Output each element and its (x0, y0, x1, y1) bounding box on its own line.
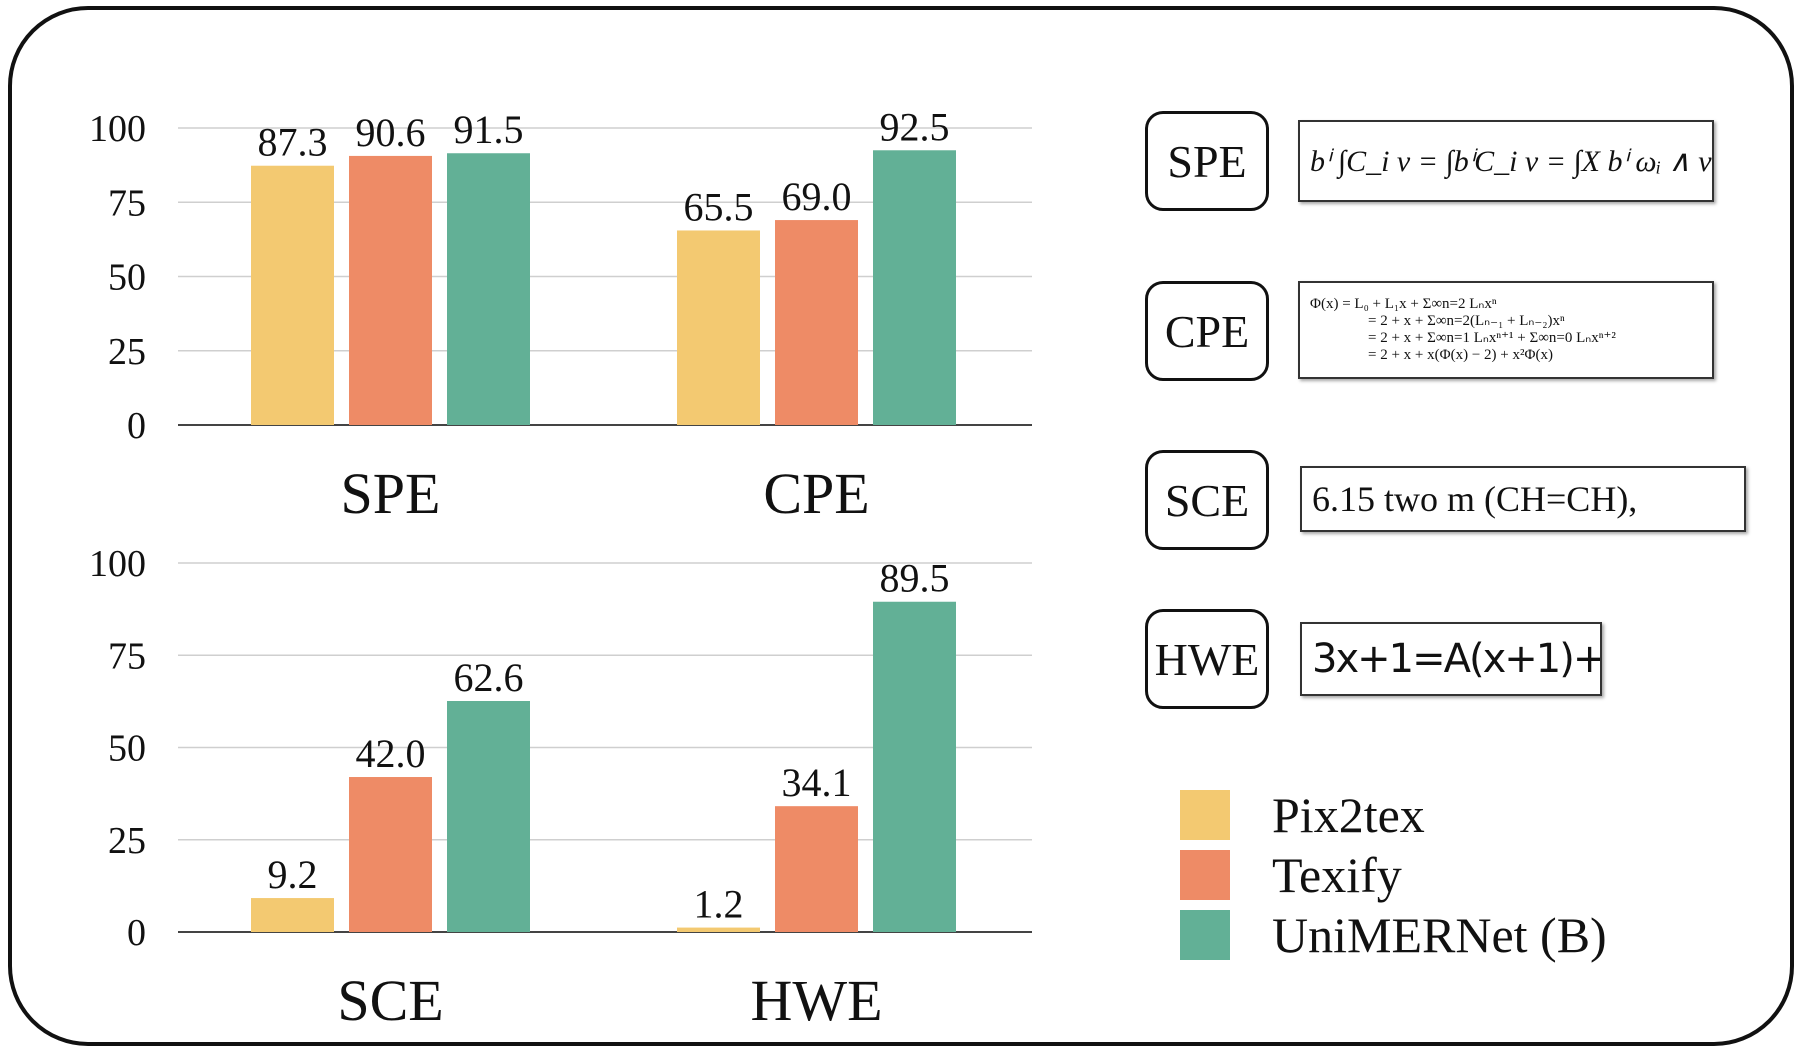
y-tick-label-row1-100: 100 (89, 108, 146, 150)
y-tick-label-row1-25: 25 (108, 331, 146, 373)
sample-image-spe: bⁱ ∫C_i ν = ∫bⁱC_i ν = ∫X bⁱ ωᵢ ∧ ν. (1298, 120, 1714, 202)
bar-spe-unimernet-b (447, 153, 530, 425)
category-label-spe: SPE (341, 461, 441, 526)
legend-swatch-texify (1180, 850, 1230, 900)
sample-tag-cpe: CPE (1145, 281, 1269, 381)
bar-sce-pix2tex (251, 898, 334, 932)
bar-hwe-unimernet-b (873, 601, 956, 932)
bar-hwe-texify (775, 806, 858, 932)
cpe-line-1: Φ(x) = L₀ + L₁x + Σ∞n=2 Lₙxⁿ (1310, 296, 1497, 312)
bar-cpe-pix2tex (677, 230, 760, 425)
bar-cpe-texify (775, 220, 858, 425)
bar-spe-texify (349, 155, 432, 425)
legend-item-texify: Texify (1180, 845, 1607, 905)
data-label-spe-pix2tex: 87.3 (258, 120, 328, 165)
legend-label-texify: Texify (1272, 847, 1402, 903)
category-label-hwe: HWE (750, 968, 882, 1033)
legend: Pix2tex Texify UniMERNet (B) (1180, 785, 1607, 965)
cpe-line-3: = 2 + x + Σ∞n=1 Lₙxⁿ⁺¹ + Σ∞n=0 Lₙxⁿ⁺² (1368, 330, 1616, 346)
legend-swatch-pix2tex (1180, 790, 1230, 840)
bar-cpe-unimernet-b (873, 150, 956, 425)
y-tick-label-row1-50: 50 (108, 257, 146, 299)
bar-sce-texify (349, 777, 432, 932)
data-label-cpe-texify: 69.0 (782, 174, 852, 219)
bar-spe-pix2tex (251, 165, 334, 425)
category-label-cpe: CPE (763, 461, 869, 526)
figure-frame (8, 6, 1794, 1046)
y-tick-label-row1-0: 0 (127, 405, 146, 447)
data-label-sce-pix2tex: 9.2 (268, 852, 318, 897)
data-label-spe-texify: 90.6 (356, 110, 426, 155)
data-label-hwe-unimernet-b: 89.5 (880, 556, 950, 601)
data-label-spe-unimernet-b: 91.5 (454, 107, 524, 152)
legend-item-unimernet: UniMERNet (B) (1180, 905, 1607, 965)
cpe-line-4: = 2 + x + x(Φ(x) − 2) + x²Φ(x) (1368, 347, 1553, 363)
sample-image-hwe: 3x+1=A(x+1)+Bx (1300, 622, 1602, 696)
sample-tag-spe: SPE (1145, 111, 1269, 211)
bar-sce-unimernet-b (447, 701, 530, 932)
data-label-hwe-texify: 34.1 (782, 760, 852, 805)
legend-label-pix2tex: Pix2tex (1272, 787, 1425, 843)
bar-hwe-pix2tex (677, 927, 760, 932)
legend-label-unimernet: UniMERNet (B) (1272, 907, 1607, 963)
y-tick-label-row1-75: 75 (108, 182, 146, 224)
sample-image-sce: 6.15 two m (CH=CH), (1300, 466, 1746, 532)
sample-tag-hwe: HWE (1145, 609, 1269, 709)
category-label-sce: SCE (337, 968, 443, 1033)
y-tick-label-row2-50: 50 (108, 728, 146, 770)
data-label-hwe-pix2tex: 1.2 (694, 882, 744, 927)
sample-tag-sce: SCE (1145, 450, 1269, 550)
data-label-sce-unimernet-b: 62.6 (454, 655, 524, 700)
sample-image-cpe: Φ(x) = L₀ + L₁x + Σ∞n=2 Lₙxⁿ = 2 + x + Σ… (1298, 281, 1714, 379)
data-label-sce-texify: 42.0 (356, 731, 426, 776)
legend-item-pix2tex: Pix2tex (1180, 785, 1607, 845)
data-label-cpe-unimernet-b: 92.5 (880, 104, 950, 149)
cpe-line-2: = 2 + x + Σ∞n=2(Lₙ₋₁ + Lₙ₋₂)xⁿ (1368, 313, 1565, 329)
data-label-cpe-pix2tex: 65.5 (684, 184, 754, 229)
y-tick-label-row2-0: 0 (127, 912, 146, 954)
y-tick-label-row2-100: 100 (89, 543, 146, 585)
y-tick-label-row2-25: 25 (108, 820, 146, 862)
y-tick-label-row2-75: 75 (108, 635, 146, 677)
legend-swatch-unimernet (1180, 910, 1230, 960)
